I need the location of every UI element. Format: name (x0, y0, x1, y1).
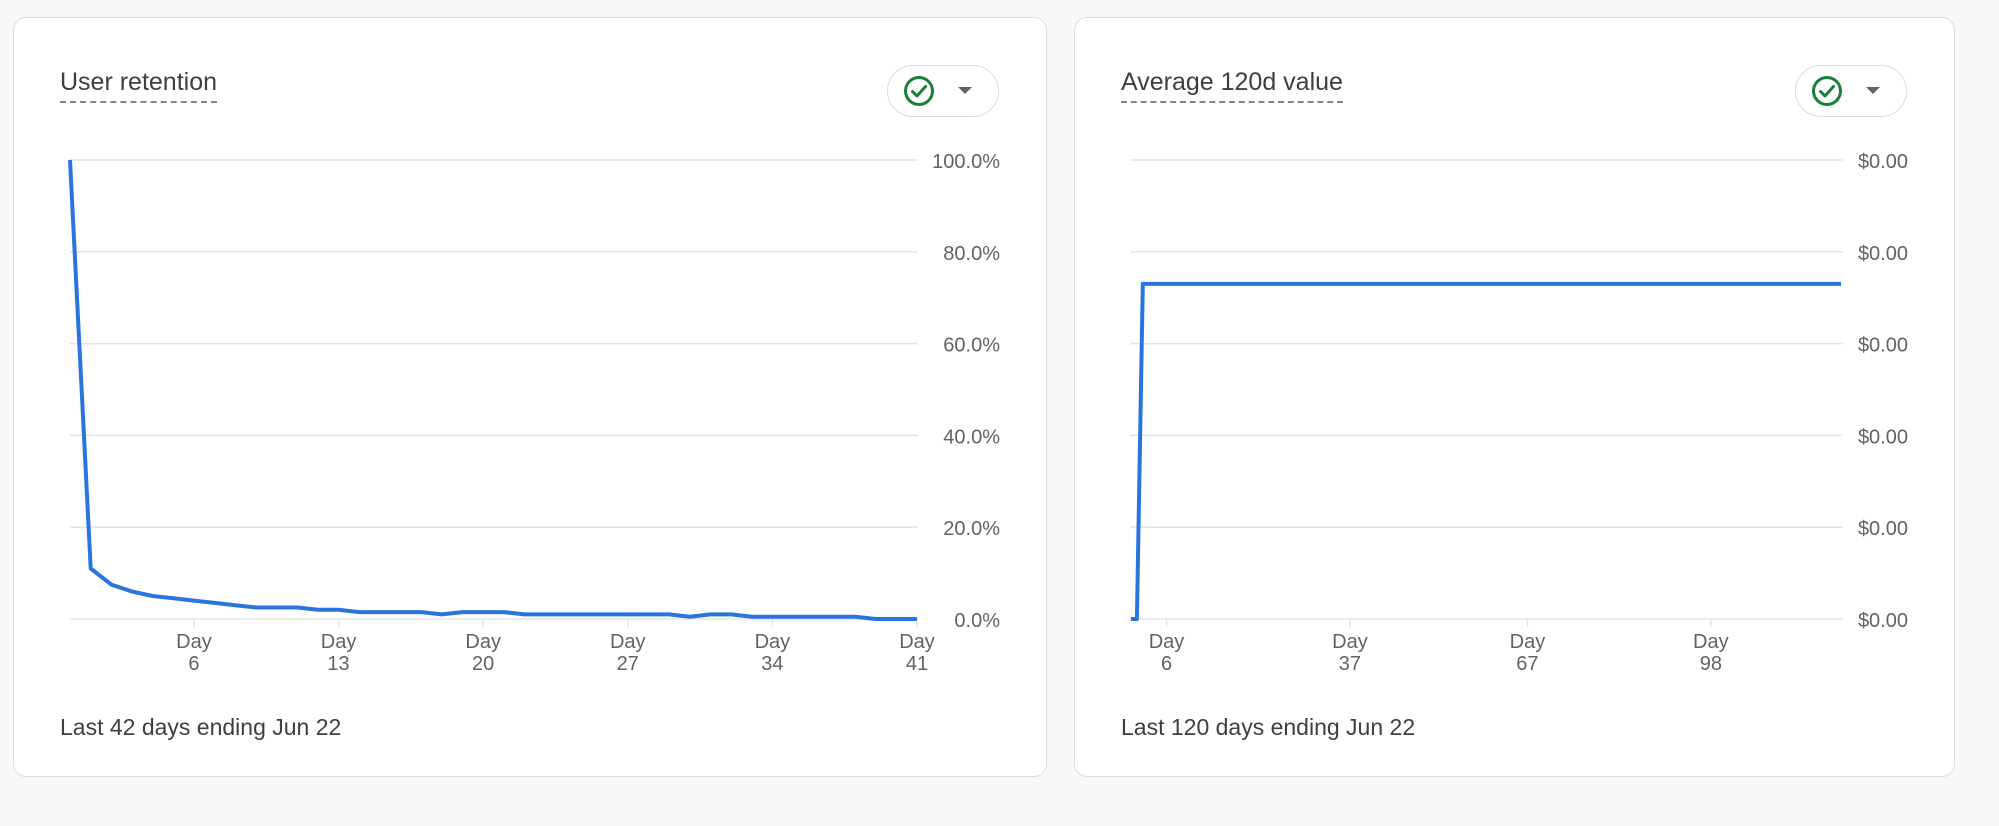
x-tick-label: Day (755, 631, 791, 653)
caret-down-icon (1866, 87, 1880, 94)
x-tick-label: Day (465, 631, 501, 653)
y-tick-label: $0.00 (1858, 610, 1908, 632)
x-tick-label: 41 (906, 653, 928, 675)
y-tick-label: $0.00 (1858, 151, 1908, 173)
y-tick-label: 0.0% (954, 610, 1000, 632)
y-tick-label: 40.0% (943, 426, 1000, 448)
card-title[interactable]: Average 120d value (1121, 66, 1343, 103)
x-tick-label: Day (610, 631, 646, 653)
card-title[interactable]: User retention (60, 66, 218, 103)
x-tick-label: 34 (761, 653, 783, 675)
status-dropdown[interactable] (1795, 65, 1907, 117)
series-line (68, 159, 917, 621)
x-tick-label: Day (1510, 631, 1546, 653)
check-circle-icon (1812, 76, 1842, 106)
y-tick-label: 80.0% (943, 243, 1000, 265)
y-tick-label: $0.00 (1858, 518, 1908, 540)
y-tick-label: $0.00 (1858, 335, 1908, 357)
x-tick-label: Day (1693, 631, 1729, 653)
x-tick-label: 6 (1161, 653, 1172, 675)
x-tick-label: Day (176, 631, 212, 653)
y-tick-label: $0.00 (1858, 426, 1908, 448)
x-tick-label: 98 (1700, 653, 1722, 675)
y-tick-label: 100.0% (932, 151, 1000, 173)
x-tick-label: 6 (188, 653, 199, 675)
y-tick-label: $0.00 (1858, 243, 1908, 265)
check-circle-icon (904, 76, 934, 106)
date-range-label: Last 42 days ending Jun 22 (60, 714, 342, 740)
y-tick-label: 20.0% (943, 518, 1000, 540)
average-value-chart: $0.00$0.00$0.00$0.00$0.00$0.00Day6Day37D… (1130, 151, 1908, 675)
x-tick-label: 20 (472, 653, 494, 675)
x-tick-label: Day (1332, 631, 1368, 653)
x-tick-label: 27 (617, 653, 639, 675)
x-tick-label: Day (321, 631, 357, 653)
x-tick-label: 37 (1339, 653, 1361, 675)
retention-chart: 100.0%80.0%60.0%40.0%20.0%0.0%Day6Day13D… (68, 151, 1000, 675)
x-tick-label: 67 (1516, 653, 1538, 675)
caret-down-icon (958, 87, 972, 94)
date-range-label: Last 120 days ending Jun 22 (1121, 714, 1416, 740)
series-line (1131, 281, 1841, 621)
status-dropdown[interactable] (887, 65, 999, 117)
x-tick-label: Day (1149, 631, 1185, 653)
y-tick-label: 60.0% (943, 335, 1000, 357)
user-retention-card: User retention 100.0% 80.0% 60.0% 40.0% 20.0… (13, 17, 1047, 777)
x-tick-label: 13 (327, 653, 349, 675)
average-value-card: Average 120d value $0.00 $0.00 $0.00 $0.00 $… (1074, 17, 1955, 777)
x-tick-label: Day (899, 631, 935, 653)
